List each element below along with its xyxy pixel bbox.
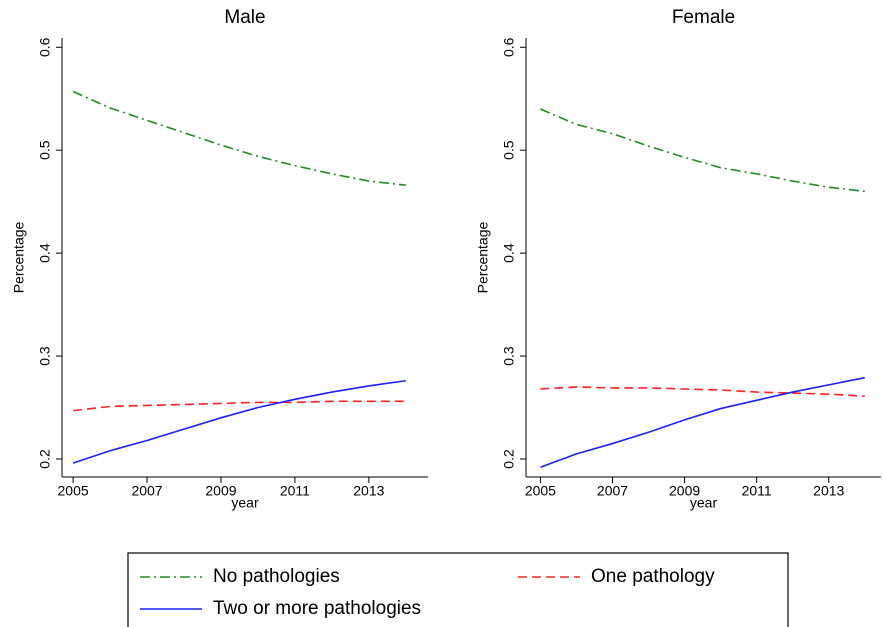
- x-tick-label: 2005: [525, 483, 556, 499]
- y-tick-label: 0.5: [37, 140, 53, 160]
- x-axis-label: year: [690, 495, 718, 511]
- series-line: [540, 376, 865, 468]
- series-line: [72, 90, 406, 186]
- series-line: [540, 386, 865, 397]
- y-axis-label: Percentage: [475, 221, 491, 293]
- x-tick-label: 2009: [205, 483, 236, 499]
- x-tick-label: 2007: [131, 483, 162, 499]
- x-axis-label: year: [231, 495, 259, 511]
- y-tick-label: 0.6: [501, 37, 517, 57]
- y-tick-label: 0.3: [501, 346, 517, 366]
- y-axis-label: Percentage: [11, 221, 27, 293]
- y-tick-label: 0.2: [37, 449, 53, 469]
- x-tick-label: 2013: [813, 483, 844, 499]
- y-tick-label: 0.3: [37, 346, 53, 366]
- y-tick-label: 0.2: [501, 449, 517, 469]
- x-tick-label: 2011: [280, 483, 310, 499]
- series-line: [73, 400, 406, 412]
- chart-title: Male: [224, 7, 265, 28]
- y-tick-label: 0.4: [501, 243, 517, 263]
- y-tick-label: 0.5: [501, 140, 517, 160]
- legend-box: [127, 552, 789, 627]
- legend-text: One pathology: [591, 566, 715, 587]
- y-tick-label: 0.6: [37, 37, 53, 57]
- legend-text: No pathologies: [213, 566, 340, 587]
- x-tick-label: 2009: [669, 483, 700, 499]
- x-tick-label: 2011: [742, 483, 772, 499]
- x-tick-label: 2013: [353, 483, 384, 499]
- chart-title: Female: [672, 7, 735, 28]
- y-tick-label: 0.4: [37, 243, 53, 263]
- series-line: [540, 108, 865, 193]
- legend-text: Two or more pathologies: [213, 598, 421, 619]
- x-tick-label: 2007: [597, 483, 628, 499]
- x-tick-label: 2005: [58, 483, 89, 499]
- series-line: [72, 379, 406, 464]
